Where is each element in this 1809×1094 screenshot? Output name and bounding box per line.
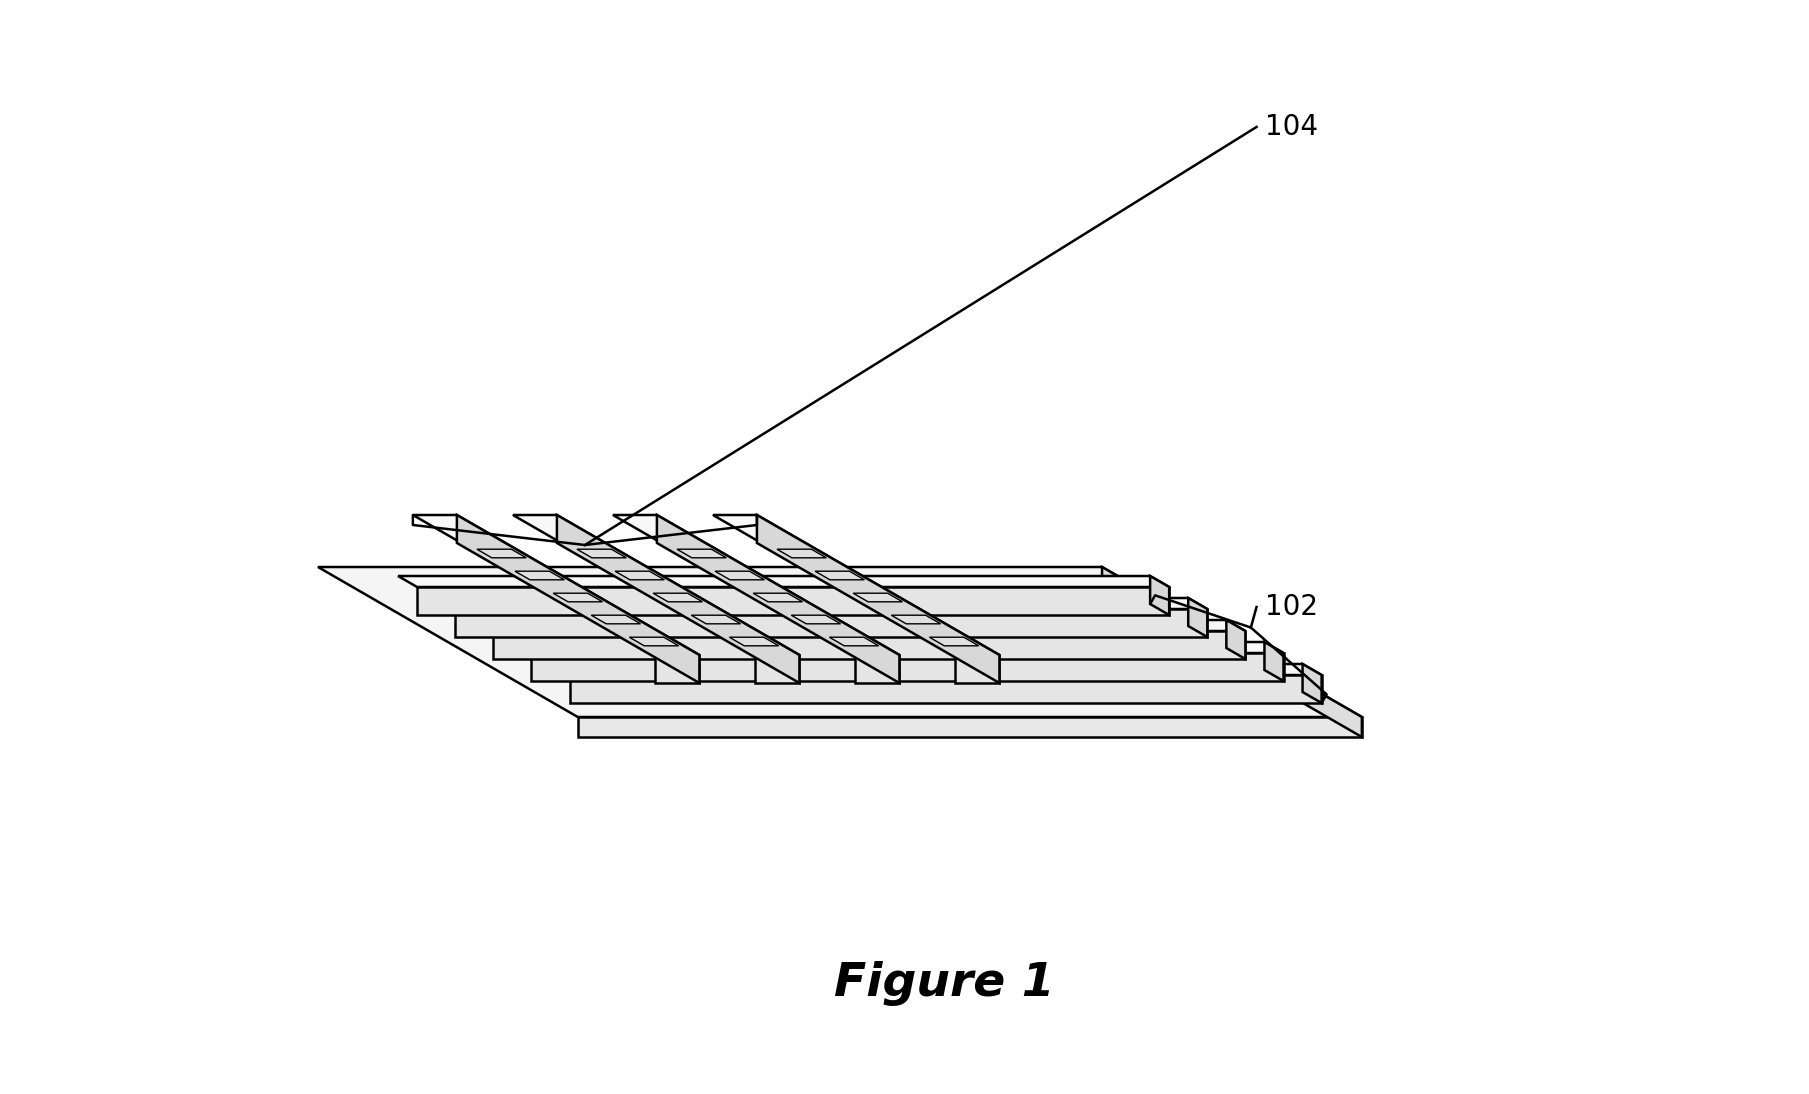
Polygon shape: [478, 549, 526, 558]
Polygon shape: [892, 615, 941, 624]
Polygon shape: [412, 515, 700, 655]
Polygon shape: [398, 577, 1169, 587]
Polygon shape: [630, 637, 678, 645]
Polygon shape: [615, 571, 664, 580]
Polygon shape: [577, 549, 626, 558]
Polygon shape: [577, 717, 1362, 737]
Polygon shape: [653, 593, 702, 602]
Polygon shape: [514, 515, 800, 655]
Polygon shape: [516, 571, 564, 580]
Polygon shape: [756, 515, 999, 683]
Polygon shape: [512, 642, 1284, 653]
Polygon shape: [713, 515, 999, 655]
Polygon shape: [657, 515, 899, 683]
Polygon shape: [854, 593, 903, 602]
Polygon shape: [318, 567, 1362, 717]
Polygon shape: [753, 593, 803, 602]
Polygon shape: [613, 515, 899, 655]
Polygon shape: [856, 655, 899, 683]
Polygon shape: [816, 571, 865, 580]
Polygon shape: [776, 549, 827, 558]
Polygon shape: [494, 631, 1245, 659]
Polygon shape: [1189, 598, 1207, 637]
Polygon shape: [436, 598, 1207, 609]
Polygon shape: [655, 655, 700, 683]
Polygon shape: [930, 637, 979, 645]
Polygon shape: [557, 515, 800, 683]
Polygon shape: [829, 637, 879, 645]
Text: 104: 104: [1264, 113, 1317, 141]
Polygon shape: [550, 664, 1322, 675]
Polygon shape: [554, 593, 602, 602]
Polygon shape: [791, 615, 841, 624]
Text: 102: 102: [1264, 593, 1317, 621]
Polygon shape: [715, 571, 765, 580]
Polygon shape: [456, 609, 1207, 637]
Polygon shape: [458, 515, 700, 683]
Polygon shape: [1151, 577, 1169, 615]
Polygon shape: [729, 637, 778, 645]
Polygon shape: [955, 655, 999, 683]
Polygon shape: [592, 615, 640, 624]
Polygon shape: [532, 653, 1284, 680]
Polygon shape: [756, 655, 800, 683]
Polygon shape: [1227, 620, 1245, 659]
Polygon shape: [418, 587, 1169, 615]
Polygon shape: [677, 549, 725, 558]
Polygon shape: [1264, 642, 1284, 680]
Polygon shape: [1102, 567, 1362, 737]
Polygon shape: [474, 620, 1245, 631]
Text: Figure 1: Figure 1: [834, 961, 1055, 1005]
Polygon shape: [570, 675, 1322, 703]
Polygon shape: [691, 615, 740, 624]
Polygon shape: [1302, 664, 1322, 703]
